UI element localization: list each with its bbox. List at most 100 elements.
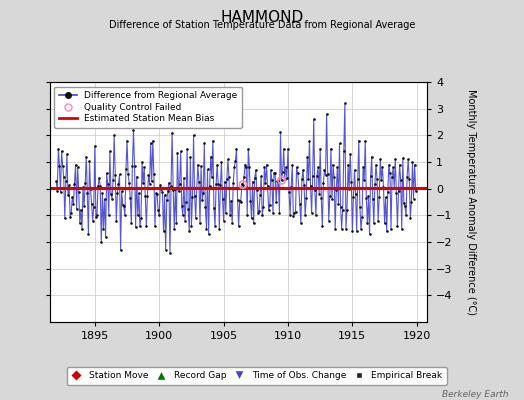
Point xyxy=(309,173,317,179)
Point xyxy=(250,175,259,181)
Point xyxy=(195,178,203,185)
Point xyxy=(216,182,225,188)
Point xyxy=(73,164,82,170)
Point xyxy=(273,178,281,184)
Point xyxy=(56,189,64,195)
Point xyxy=(260,164,269,170)
Point xyxy=(170,226,179,232)
Point xyxy=(182,199,190,205)
Point xyxy=(90,203,98,210)
Point xyxy=(239,182,247,188)
Point xyxy=(214,180,223,187)
Point xyxy=(387,226,395,232)
Point xyxy=(75,220,84,226)
Point xyxy=(368,196,377,202)
Point xyxy=(110,132,118,138)
Point xyxy=(360,177,368,183)
Point xyxy=(321,172,330,178)
Point xyxy=(206,154,215,160)
Point xyxy=(99,226,107,232)
Point xyxy=(190,193,199,199)
Point xyxy=(53,188,61,194)
Point xyxy=(166,250,174,256)
Point xyxy=(138,159,146,165)
Point xyxy=(127,220,136,226)
Point xyxy=(58,148,66,154)
Point xyxy=(311,187,319,194)
Point xyxy=(276,129,285,135)
Point xyxy=(221,178,229,185)
Point xyxy=(266,202,274,209)
Point xyxy=(410,162,419,168)
Point xyxy=(397,177,405,183)
Point xyxy=(353,228,361,234)
Point xyxy=(409,195,418,202)
Point xyxy=(367,154,376,160)
Point xyxy=(96,183,104,189)
Point xyxy=(109,176,117,183)
Point xyxy=(344,162,352,168)
Point xyxy=(100,196,108,202)
Y-axis label: Monthly Temperature Anomaly Difference (°C): Monthly Temperature Anomaly Difference (… xyxy=(466,89,476,315)
Point xyxy=(241,162,249,168)
Point xyxy=(364,193,373,199)
Point xyxy=(211,223,219,229)
Point xyxy=(83,190,92,196)
Point xyxy=(385,162,393,168)
Point xyxy=(270,170,278,176)
Point xyxy=(80,202,89,209)
Point xyxy=(335,140,344,146)
Point xyxy=(137,215,145,221)
Point xyxy=(62,178,70,184)
Point xyxy=(185,228,193,234)
Point xyxy=(181,218,189,224)
Point xyxy=(277,177,286,184)
Point xyxy=(329,162,337,168)
Point xyxy=(108,195,116,202)
Point xyxy=(373,176,381,183)
Point xyxy=(366,173,375,180)
Point xyxy=(209,138,217,144)
Point xyxy=(372,162,380,168)
Point xyxy=(252,167,260,173)
Point xyxy=(121,212,129,218)
Point xyxy=(74,189,83,195)
Point xyxy=(140,164,148,170)
Point xyxy=(91,143,99,149)
Point xyxy=(77,206,85,213)
Point xyxy=(348,228,356,234)
Point xyxy=(285,189,293,195)
Point xyxy=(356,204,364,210)
Point xyxy=(393,223,401,229)
Point xyxy=(333,164,342,170)
Point xyxy=(232,146,241,152)
Point xyxy=(238,180,246,187)
Point xyxy=(315,190,323,197)
Point xyxy=(139,180,147,187)
Point xyxy=(196,220,204,226)
Point xyxy=(149,138,157,144)
Point xyxy=(332,186,341,193)
Point xyxy=(305,138,314,144)
Point xyxy=(208,174,216,180)
Point xyxy=(395,187,403,194)
Point xyxy=(261,180,270,186)
Point xyxy=(104,180,112,187)
Point xyxy=(64,192,72,199)
Point xyxy=(407,199,416,205)
Point xyxy=(61,215,69,221)
Point xyxy=(194,162,202,168)
Point xyxy=(359,164,367,170)
Point xyxy=(101,234,110,240)
Point xyxy=(319,180,328,186)
Point xyxy=(142,223,150,229)
Point xyxy=(132,224,140,230)
Point xyxy=(158,189,167,195)
Point xyxy=(136,223,144,229)
Point xyxy=(242,164,250,170)
Point xyxy=(67,210,75,216)
Point xyxy=(398,226,406,232)
Point xyxy=(85,158,94,165)
Point xyxy=(316,146,324,152)
Point xyxy=(89,218,97,224)
